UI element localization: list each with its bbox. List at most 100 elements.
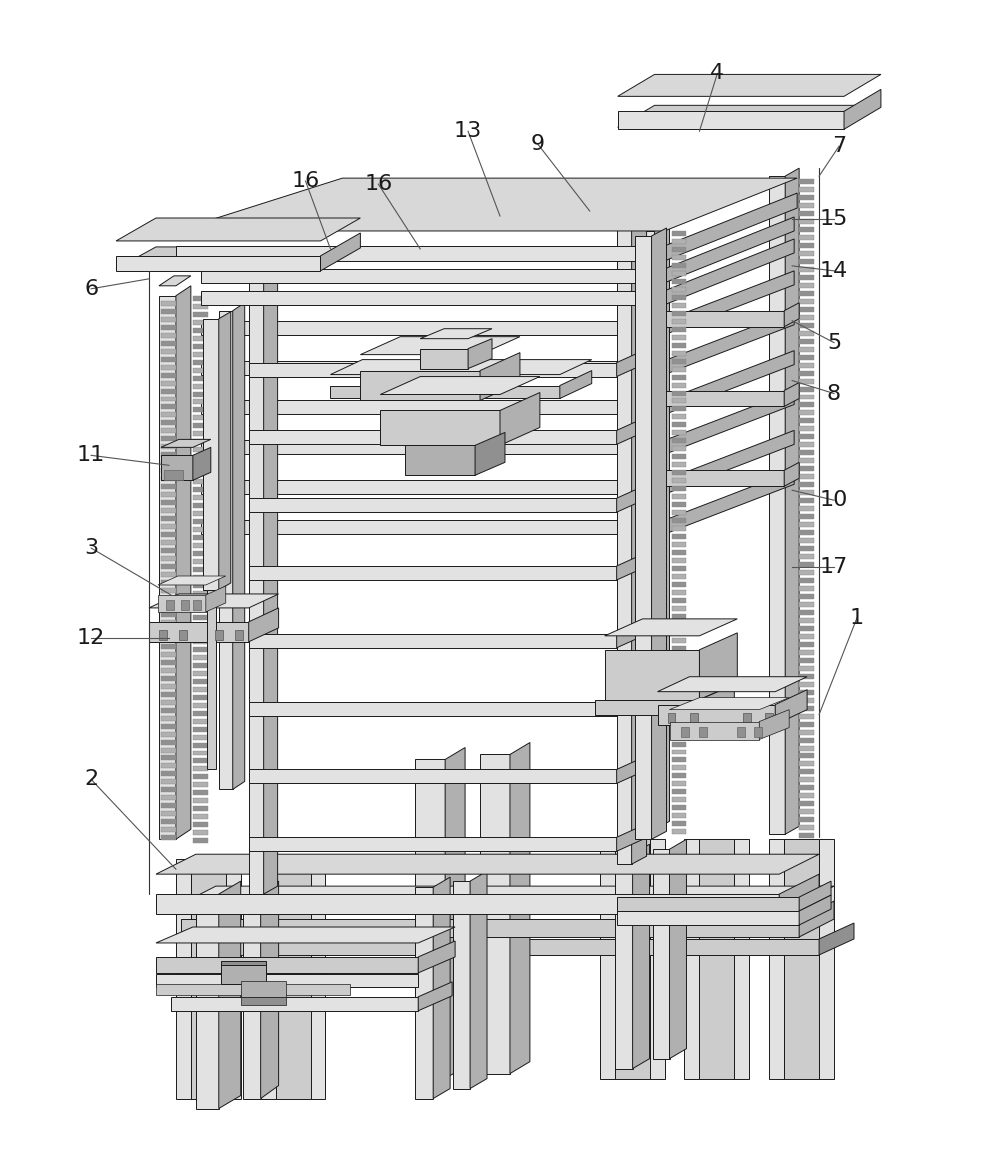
Polygon shape bbox=[799, 506, 814, 511]
Polygon shape bbox=[159, 296, 176, 839]
Polygon shape bbox=[164, 471, 183, 480]
Polygon shape bbox=[480, 755, 510, 1074]
Polygon shape bbox=[193, 734, 208, 740]
Polygon shape bbox=[193, 702, 208, 708]
Polygon shape bbox=[799, 490, 814, 495]
Polygon shape bbox=[799, 714, 814, 718]
Polygon shape bbox=[799, 626, 814, 631]
Polygon shape bbox=[799, 531, 814, 535]
Polygon shape bbox=[799, 330, 814, 336]
Polygon shape bbox=[193, 759, 208, 763]
Polygon shape bbox=[193, 671, 208, 676]
Polygon shape bbox=[453, 882, 470, 1089]
Polygon shape bbox=[799, 379, 814, 383]
Polygon shape bbox=[193, 375, 208, 381]
Polygon shape bbox=[671, 295, 686, 299]
Polygon shape bbox=[615, 839, 649, 1078]
Text: 2: 2 bbox=[84, 769, 98, 790]
Polygon shape bbox=[799, 514, 814, 519]
Polygon shape bbox=[690, 712, 698, 723]
Polygon shape bbox=[161, 460, 176, 465]
Polygon shape bbox=[161, 620, 176, 625]
Polygon shape bbox=[446, 747, 465, 1078]
Polygon shape bbox=[161, 787, 176, 792]
Text: 9: 9 bbox=[531, 135, 544, 154]
Polygon shape bbox=[671, 471, 686, 475]
Polygon shape bbox=[769, 839, 784, 1078]
Polygon shape bbox=[193, 767, 208, 771]
Polygon shape bbox=[671, 319, 686, 323]
Polygon shape bbox=[161, 548, 176, 554]
Polygon shape bbox=[799, 594, 814, 599]
Polygon shape bbox=[784, 463, 799, 486]
Polygon shape bbox=[799, 395, 814, 399]
Polygon shape bbox=[470, 871, 487, 1089]
Polygon shape bbox=[799, 825, 814, 830]
Polygon shape bbox=[671, 311, 686, 315]
Polygon shape bbox=[219, 312, 231, 590]
Polygon shape bbox=[156, 974, 418, 986]
Polygon shape bbox=[844, 90, 881, 129]
Polygon shape bbox=[617, 620, 647, 648]
Polygon shape bbox=[193, 383, 208, 389]
Polygon shape bbox=[193, 344, 208, 349]
Polygon shape bbox=[193, 590, 208, 596]
Polygon shape bbox=[799, 698, 814, 702]
Polygon shape bbox=[181, 886, 834, 904]
Polygon shape bbox=[475, 433, 505, 475]
Polygon shape bbox=[618, 106, 881, 128]
Polygon shape bbox=[671, 782, 686, 786]
Polygon shape bbox=[161, 333, 176, 337]
Polygon shape bbox=[671, 510, 686, 516]
Polygon shape bbox=[156, 956, 418, 973]
Polygon shape bbox=[221, 961, 265, 965]
Polygon shape bbox=[171, 997, 418, 1011]
Polygon shape bbox=[671, 670, 686, 674]
Polygon shape bbox=[193, 718, 208, 724]
Polygon shape bbox=[671, 398, 686, 404]
Polygon shape bbox=[799, 546, 814, 551]
Polygon shape bbox=[671, 518, 686, 524]
Polygon shape bbox=[418, 982, 452, 1011]
Polygon shape bbox=[161, 308, 176, 314]
Polygon shape bbox=[161, 660, 176, 665]
Polygon shape bbox=[671, 542, 686, 547]
Polygon shape bbox=[161, 440, 211, 448]
Polygon shape bbox=[179, 630, 187, 640]
Polygon shape bbox=[799, 762, 814, 767]
Polygon shape bbox=[784, 303, 799, 327]
Text: 16: 16 bbox=[364, 174, 392, 195]
Polygon shape bbox=[799, 363, 814, 367]
Polygon shape bbox=[193, 582, 208, 588]
Polygon shape bbox=[331, 359, 592, 374]
Polygon shape bbox=[161, 452, 176, 457]
Polygon shape bbox=[161, 556, 176, 561]
Polygon shape bbox=[161, 580, 176, 585]
Polygon shape bbox=[657, 677, 807, 692]
Polygon shape bbox=[671, 662, 686, 666]
Polygon shape bbox=[193, 440, 208, 444]
Text: 14: 14 bbox=[820, 261, 848, 281]
Polygon shape bbox=[161, 692, 176, 696]
Polygon shape bbox=[671, 439, 686, 443]
Polygon shape bbox=[161, 836, 176, 840]
Polygon shape bbox=[799, 657, 814, 663]
Polygon shape bbox=[193, 464, 208, 468]
Polygon shape bbox=[799, 403, 814, 407]
Polygon shape bbox=[799, 219, 814, 224]
Polygon shape bbox=[699, 726, 708, 737]
Polygon shape bbox=[161, 396, 176, 402]
Polygon shape bbox=[664, 430, 794, 494]
Polygon shape bbox=[671, 351, 686, 356]
Polygon shape bbox=[201, 360, 664, 374]
Polygon shape bbox=[235, 630, 243, 640]
Polygon shape bbox=[799, 498, 814, 503]
Polygon shape bbox=[219, 882, 241, 1108]
Polygon shape bbox=[248, 702, 617, 716]
Polygon shape bbox=[193, 407, 208, 412]
Polygon shape bbox=[671, 279, 686, 284]
Polygon shape bbox=[819, 839, 834, 1078]
Polygon shape bbox=[221, 963, 265, 984]
Polygon shape bbox=[161, 317, 176, 322]
Polygon shape bbox=[664, 193, 797, 261]
